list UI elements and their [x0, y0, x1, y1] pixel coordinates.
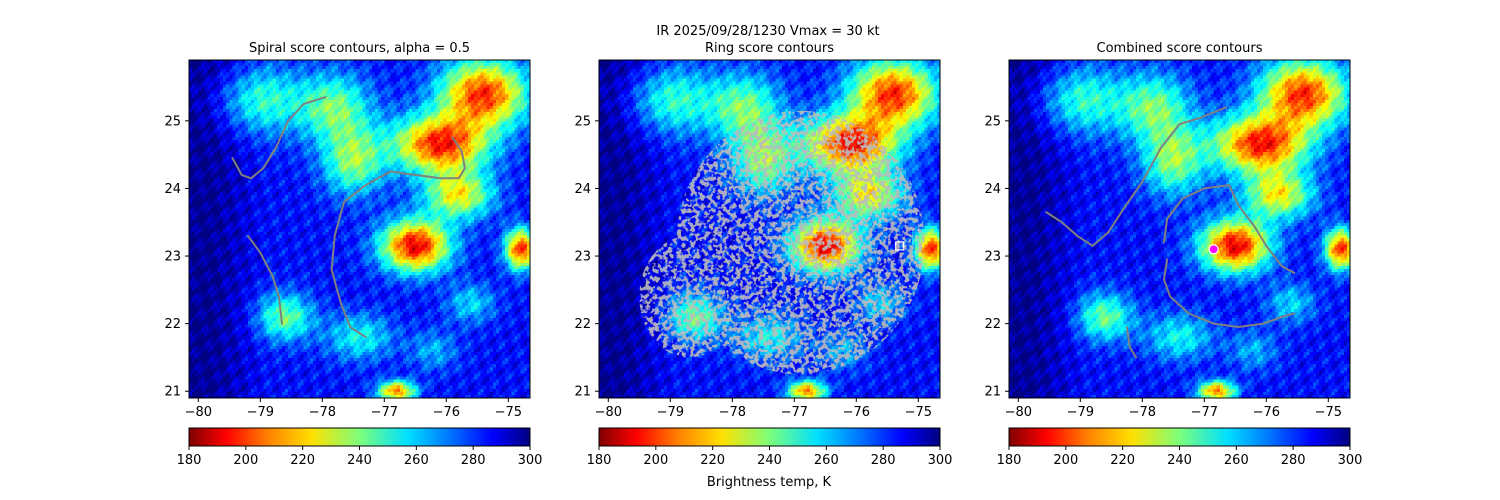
colorbar-spiral: 180 200 220 240 260 280 300	[177, 427, 543, 468]
y-tick-label: 21	[574, 385, 591, 400]
colorbar-tick-label: 300	[518, 453, 543, 468]
colorbar-tick-label: 300	[1338, 453, 1363, 468]
y-tick-label: 25	[574, 114, 591, 129]
contour-line	[231, 96, 327, 180]
colorbar-label: Brightness temp, K	[707, 475, 832, 490]
contour-line	[1163, 184, 1296, 274]
y-tick-label: 22	[164, 317, 181, 332]
colorbar-tick-label: 240	[1167, 453, 1192, 468]
x-tick-label: −75	[905, 405, 932, 420]
axes-frame	[598, 59, 941, 399]
y-tick-label: 23	[984, 250, 1001, 265]
figure-suptitle: IR 2025/09/28/1230 Vmax = 30 kt	[656, 24, 879, 39]
heatmap-image	[189, 60, 530, 398]
colorbar-tick-label: 240	[757, 453, 782, 468]
x-tick-label: −78	[309, 405, 336, 420]
x-tick-label: −80	[185, 405, 212, 420]
x-tick-label: −80	[595, 405, 622, 420]
colorbar-tick-label: 260	[1224, 453, 1249, 468]
colorbar-tick-label: 280	[1281, 453, 1306, 468]
plot-area-combined: −80 −79 −78 −77 −76 −75 21 22 23 24 25 180 200 220 240…	[984, 59, 1363, 468]
y-tick-label: 22	[574, 317, 591, 332]
x-tick-label: −77	[371, 405, 398, 420]
colorbar-tick-label: 240	[347, 453, 372, 468]
y-tick-label: 23	[574, 250, 591, 265]
x-tick-label: −78	[1129, 405, 1156, 420]
colorbar-tick-label: 280	[871, 453, 896, 468]
y-tick-label: 24	[164, 182, 181, 197]
colorbar-tick-label: 280	[461, 453, 486, 468]
x-tick-label: −76	[1253, 405, 1280, 420]
colorbar-tick-label: 180	[997, 453, 1022, 468]
panel-title-spiral: Spiral score contours, alpha = 0.5	[249, 41, 470, 56]
colorbar-tick-label: 180	[177, 453, 202, 468]
y-tick-label: 24	[984, 182, 1001, 197]
y-tick-label: 23	[164, 250, 181, 265]
contour-line	[1163, 258, 1296, 328]
panel-spiral: Spiral score contours, alpha = 0.5 −80 −7…	[164, 41, 542, 468]
x-tick-label: −79	[1067, 405, 1094, 420]
panel-combined: Combined score contours −80 −79 −78 −77 −76−…	[984, 41, 1362, 468]
x-tick-label: −76	[843, 405, 870, 420]
colorbar-tick-label: 200	[643, 453, 668, 468]
y-tick-label: 21	[984, 385, 1001, 400]
colorbar-tick-label: 200	[1053, 453, 1078, 468]
colorbar-tick-label: 220	[700, 453, 725, 468]
colorbar-tick-label: 260	[814, 453, 839, 468]
x-tick-label: −80	[1005, 405, 1032, 420]
center-marker-circle	[1208, 244, 1219, 255]
contour-line	[1125, 326, 1138, 359]
x-tick-label: −76	[433, 405, 460, 420]
x-tick-label: −75	[495, 405, 522, 420]
x-tick-label: −75	[1315, 405, 1342, 420]
colorbar-tick-label: 180	[587, 453, 612, 468]
contour-line	[1045, 106, 1227, 247]
x-tick-label: −78	[719, 405, 746, 420]
colorbar-combined: 180 200 220 240 260 280 300	[997, 427, 1363, 468]
y-tick-label: 24	[574, 182, 591, 197]
y-tick-label: 21	[164, 385, 181, 400]
x-tick-label: −77	[1191, 405, 1218, 420]
y-tick-label: 22	[984, 317, 1001, 332]
axes-frame	[188, 59, 531, 399]
colorbar-tick-label: 300	[928, 453, 953, 468]
contour-line	[330, 136, 466, 339]
colorbar-ring: 180 200 220 240 260 280 300	[587, 427, 953, 468]
x-tick-label: −79	[247, 405, 274, 420]
contour-line	[246, 234, 283, 325]
x-tick-label: −79	[657, 405, 684, 420]
axes-frame	[1008, 59, 1351, 399]
x-tick-label: −77	[781, 405, 808, 420]
panel-title-combined: Combined score contours	[1097, 41, 1263, 56]
y-tick-label: 25	[984, 114, 1001, 129]
colorbar-tick-label: 220	[1110, 453, 1135, 468]
colorbar-tick-label: 220	[290, 453, 315, 468]
heatmap-image	[1009, 60, 1350, 398]
panel-title-ring: Ring score contours	[705, 41, 834, 56]
center-marker-square	[895, 241, 905, 251]
panel-ring: Ring score contours −80 −79 −78 −77 −76 −75 21…	[574, 41, 952, 468]
plot-area-ring: −80 −79 −78 −77 −76 −75 21 22 23 24 25 180 200 220 240…	[574, 59, 953, 468]
colorbar-tick-label: 200	[233, 453, 258, 468]
y-tick-label: 25	[164, 114, 181, 129]
colorbar-tick-label: 260	[404, 453, 429, 468]
plot-area-spiral: −80 −79 −78 −77 −76 −75 21 22 23 24 25 180 200 220 240…	[164, 59, 543, 468]
